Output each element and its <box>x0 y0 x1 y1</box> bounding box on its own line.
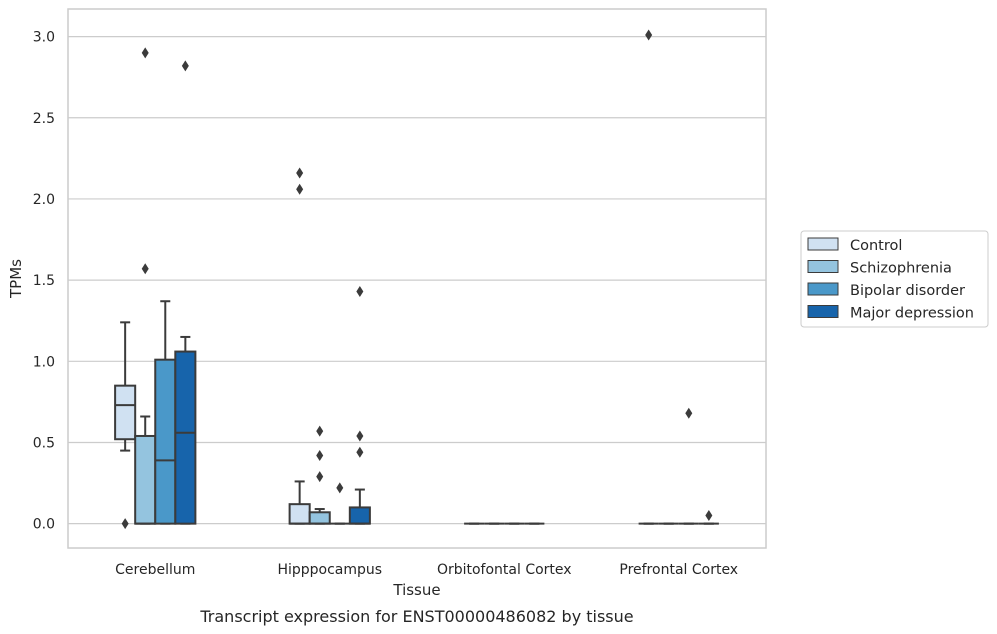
x-axis-ticks: Cerebellum Hipppocampus Orbitofontal Corte… <box>115 562 738 578</box>
x-tick-label: Prefrontal Cortex <box>619 562 738 578</box>
box-iqr <box>114 384 137 441</box>
outlier-point <box>316 471 324 483</box>
outlier-point <box>705 510 713 522</box>
outlier-point <box>296 167 304 179</box>
y-axis-label: TPMs <box>7 259 25 299</box>
box-iqr <box>174 350 197 525</box>
y-tick-label: 0.5 <box>33 435 55 451</box>
chart-caption: Transcript expression for ENST0000048608… <box>199 607 633 626</box>
box-iqr <box>348 506 371 525</box>
legend-label: Major depression <box>850 306 974 322</box>
y-tick-label: 2.5 <box>33 111 55 127</box>
legend-swatch <box>807 305 839 318</box>
box-0-0 <box>114 321 137 530</box>
x-tick-label: Orbitofontal Cortex <box>437 562 572 578</box>
legend: Control Schizophrenia Bipolar disorder Majo… <box>800 230 989 328</box>
box-1-2 <box>329 482 350 525</box>
legend-label: Schizophrenia <box>850 261 952 277</box>
x-tick-label: Hipppocampus <box>277 562 382 578</box>
y-axis-ticks: 0.0 0.5 1.0 1.5 2.0 2.5 3.0 <box>33 30 55 533</box>
outlier-point <box>336 482 344 494</box>
box-3-2 <box>678 407 699 525</box>
y-tick-label: 3.0 <box>33 30 55 46</box>
outlier-point <box>121 518 129 530</box>
outlier-point <box>141 263 149 275</box>
plot-area-frame <box>67 8 767 549</box>
box-iqr <box>288 503 311 525</box>
box-1-3 <box>348 285 371 525</box>
legend-swatch <box>807 237 839 251</box>
outlier-point <box>645 29 653 41</box>
box-3-0 <box>638 29 659 525</box>
outlier-point <box>316 449 324 461</box>
outlier-point <box>296 183 304 195</box>
x-axis-label: Tissue <box>392 581 440 599</box>
box-3-3 <box>698 510 719 525</box>
outlier-point <box>181 60 189 72</box>
outlier-point <box>356 446 364 458</box>
box-1-0 <box>288 167 311 525</box>
box-1-1 <box>308 425 331 525</box>
box-0-1 <box>134 47 157 525</box>
outlier-point <box>685 407 693 419</box>
box-iqr <box>154 358 177 525</box>
outlier-point <box>316 425 324 437</box>
box-plot-marks <box>114 29 719 530</box>
outlier-point <box>141 47 149 59</box>
x-tick-label: Cerebellum <box>115 562 195 578</box>
legend-swatch <box>807 282 839 296</box>
legend-frame <box>800 230 989 328</box>
outlier-point <box>356 430 364 442</box>
legend-label: Control <box>850 238 902 254</box>
box-0-3 <box>174 60 197 525</box>
legend-label: Bipolar disorder <box>850 283 965 299</box>
box-iqr <box>308 511 331 525</box>
box-0-2 <box>154 300 177 525</box>
box-iqr <box>134 434 157 525</box>
y-tick-label: 1.0 <box>33 354 55 370</box>
y-tick-label: 2.0 <box>33 192 55 208</box>
y-tick-label: 0.0 <box>33 517 55 533</box>
y-tick-label: 1.5 <box>33 273 55 289</box>
legend-swatch <box>807 260 839 273</box>
outlier-point <box>356 285 364 297</box>
